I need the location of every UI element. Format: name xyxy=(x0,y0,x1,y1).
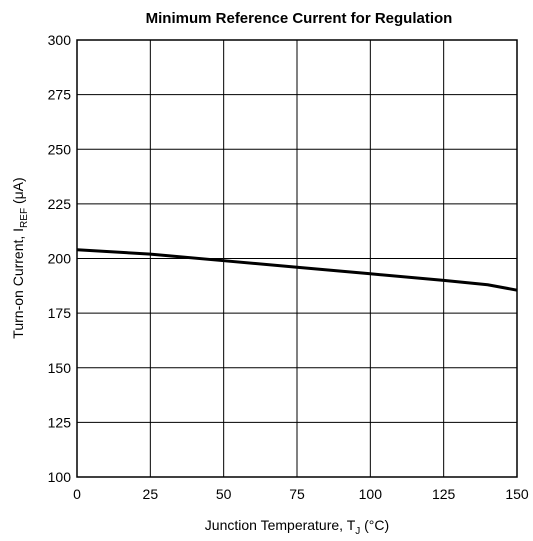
y-tick-label: 200 xyxy=(48,251,72,267)
y-tick-labels: 100 125 150 175 200 225 250 275 300 xyxy=(48,32,72,485)
x-axis-label: Junction Temperature, TJ (°C) xyxy=(205,517,389,537)
x-tick-label: 25 xyxy=(143,486,159,502)
x-tick-label: 0 xyxy=(73,486,81,502)
x-tick-label: 125 xyxy=(432,486,456,502)
chart-title: Minimum Reference Current for Regulation xyxy=(146,10,453,27)
x-tick-label: 150 xyxy=(505,486,529,502)
y-tick-label: 275 xyxy=(48,87,72,103)
y-tick-label: 125 xyxy=(48,414,72,430)
x-tick-labels: 0 25 50 75 100 125 150 xyxy=(73,486,529,502)
y-axis-label: Turn-on Current, IREF (μA) xyxy=(10,177,30,338)
series-group xyxy=(76,248,518,292)
y-tick-label: 300 xyxy=(48,32,72,48)
y-tick-label: 175 xyxy=(48,305,72,321)
x-tick-label: 50 xyxy=(216,486,232,502)
series-line xyxy=(76,248,518,292)
grid xyxy=(77,40,517,477)
x-tick-label: 75 xyxy=(289,486,305,502)
y-tick-label: 150 xyxy=(48,360,72,376)
plot-frame xyxy=(76,39,518,478)
y-tick-label: 100 xyxy=(48,469,72,485)
x-tick-label: 100 xyxy=(359,486,383,502)
y-tick-label: 250 xyxy=(48,141,72,157)
y-tick-label: 225 xyxy=(48,196,72,212)
